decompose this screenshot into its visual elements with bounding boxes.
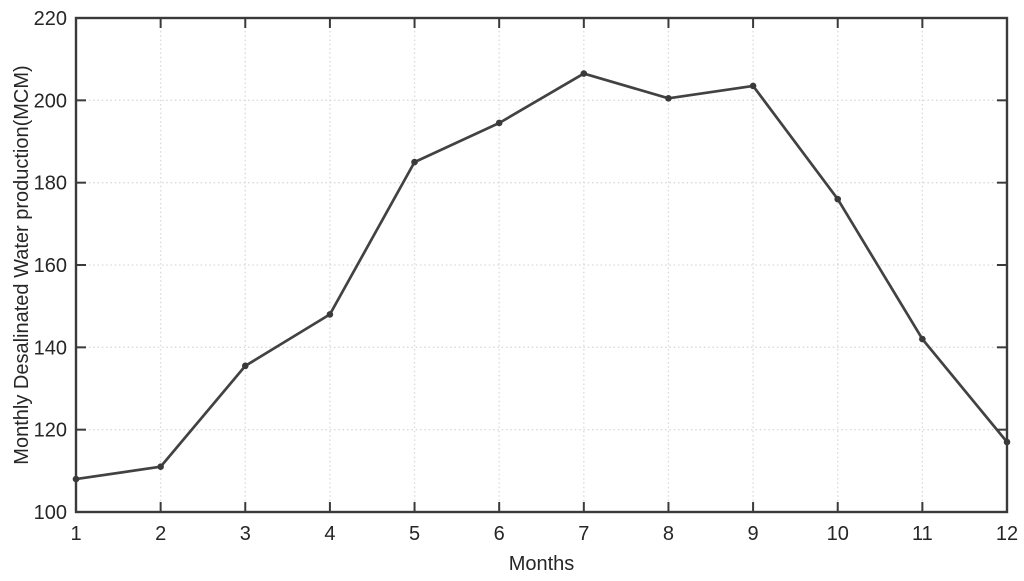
- y-tick-label: 140: [34, 337, 67, 359]
- data-point: [326, 311, 334, 318]
- y-tick-label: 200: [34, 90, 67, 112]
- x-tick-label: 7: [578, 523, 589, 545]
- y-axis-label: Monthly Desalinated Water production(MCM…: [11, 65, 33, 464]
- x-tick-label: 6: [494, 523, 505, 545]
- data-point: [495, 119, 503, 127]
- x-tick-label: 12: [996, 523, 1018, 545]
- x-tick-labels: 1 2 3 4 5 6 7 8 9 10 11 12: [70, 523, 1018, 545]
- data-point: [834, 195, 842, 203]
- y-tick-label: 180: [34, 173, 67, 195]
- data-point: [1003, 438, 1011, 446]
- data-line: [74, 72, 1009, 481]
- y-tick-label: 220: [34, 8, 67, 30]
- data-point: [72, 475, 80, 483]
- y-tick-label: 160: [34, 255, 67, 277]
- x-axis-label: Months: [509, 553, 575, 575]
- gridlines: [76, 18, 1007, 512]
- x-tick-label: 2: [155, 523, 166, 545]
- plot-border: [74, 16, 1009, 514]
- data-point: [580, 70, 588, 77]
- data-point: [919, 335, 926, 343]
- y-tick-label: 100: [34, 502, 67, 524]
- x-tick-label: 8: [663, 523, 674, 545]
- y-tick-labels: 100 120 140 160 180 200 220: [34, 8, 67, 524]
- x-tick-label: 10: [827, 523, 849, 545]
- x-tick-label: 9: [748, 523, 759, 545]
- x-tick-label: 1: [70, 523, 81, 545]
- axis-ticks: [75, 17, 1008, 513]
- y-tick-label: 120: [34, 420, 67, 442]
- data-point: [157, 463, 164, 471]
- data-point: [749, 82, 757, 90]
- data-point: [241, 362, 249, 370]
- x-tick-label: 11: [912, 523, 933, 545]
- data-point: [411, 158, 418, 166]
- data-point: [665, 94, 672, 102]
- x-tick-label: 4: [324, 523, 335, 545]
- x-tick-label: 3: [240, 523, 251, 545]
- data-point-markers: [72, 70, 1011, 483]
- x-tick-label: 5: [409, 523, 420, 545]
